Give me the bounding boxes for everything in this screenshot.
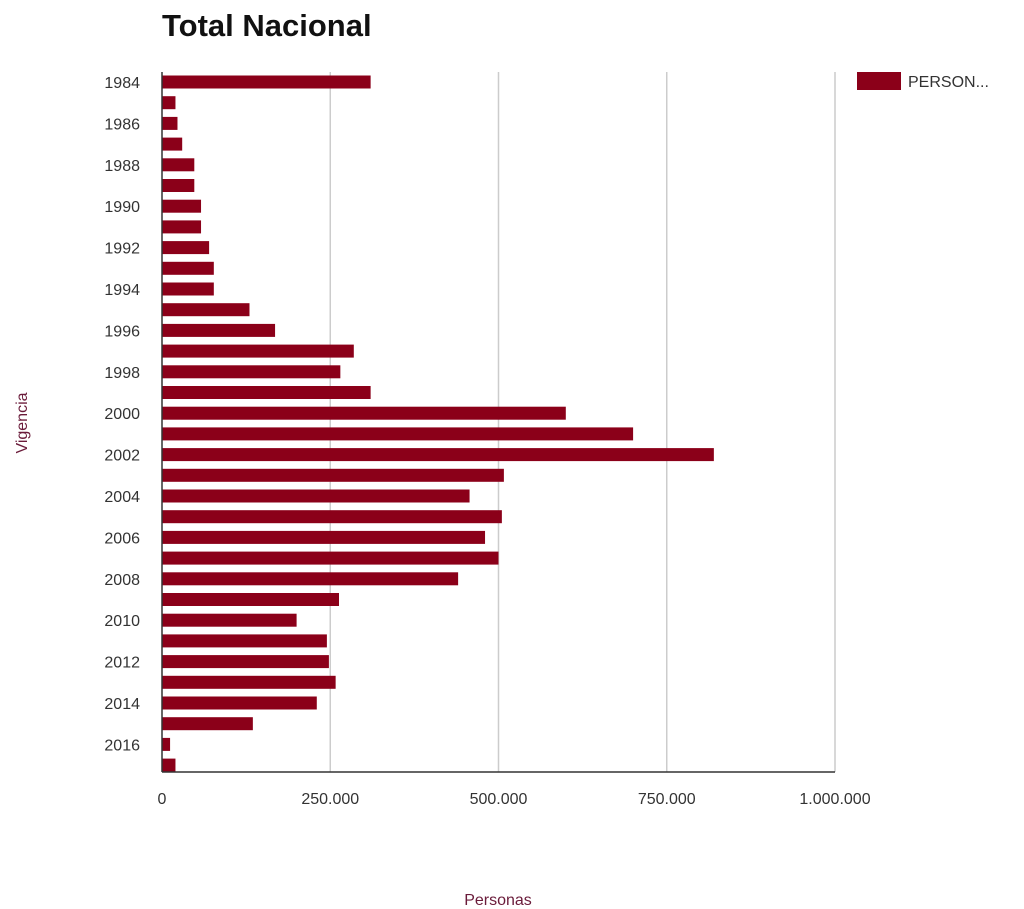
y-tick-label: 1998: [104, 365, 140, 382]
bar-1985[interactable]: [162, 96, 176, 110]
bar-2010[interactable]: [162, 613, 297, 627]
bar-2012[interactable]: [162, 655, 329, 669]
bar-2005[interactable]: [162, 510, 502, 524]
bar-1998[interactable]: [162, 365, 341, 379]
y-tick-label: 2016: [104, 737, 140, 754]
y-axis-title: Vigencia: [14, 392, 31, 453]
y-tick-labels: 1984 1986 1988 1990 1992 1994 1996 1998 2000 2002…: [104, 75, 140, 754]
bar-2002[interactable]: [162, 448, 714, 462]
bar-2013[interactable]: [162, 675, 336, 689]
bar-2003[interactable]: [162, 468, 504, 482]
bar-1989[interactable]: [162, 179, 195, 192]
y-tick-label: 1984: [104, 75, 140, 92]
y-tick-label: 1990: [104, 199, 140, 216]
bar-1984[interactable]: [162, 75, 371, 89]
bar-1986[interactable]: [162, 116, 178, 130]
x-tick-label: 0: [158, 791, 167, 808]
y-tick-label: 2006: [104, 530, 140, 547]
y-tick-label: 1986: [104, 116, 140, 133]
bar-2001[interactable]: [162, 427, 634, 441]
y-tick-label: 2004: [104, 489, 140, 506]
y-tick-label: 2002: [104, 448, 140, 465]
x-tick-labels: 0 250.000 500.000 750.000 1.000.000: [158, 791, 871, 808]
bar-2008[interactable]: [162, 572, 459, 586]
y-tick-label: 2010: [104, 613, 140, 630]
y-tick-label: 1988: [104, 158, 140, 175]
x-axis-title: Personas: [464, 892, 532, 909]
gridlines: [329, 72, 836, 772]
bar-2000[interactable]: [162, 406, 566, 420]
bar-1997[interactable]: [162, 344, 354, 358]
bar-2004[interactable]: [162, 489, 470, 503]
bar-1992[interactable]: [162, 241, 210, 255]
x-tick-label: 250.000: [301, 791, 359, 808]
bars: [162, 75, 714, 772]
chart-title: Total Nacional: [162, 8, 372, 43]
x-tick-label: 1.000.000: [799, 791, 870, 808]
bar-1995[interactable]: [162, 303, 250, 317]
x-tick-label: 500.000: [470, 791, 528, 808]
y-tick-label: 1996: [104, 323, 140, 340]
bar-2007[interactable]: [162, 551, 499, 565]
bar-1988[interactable]: [162, 158, 195, 172]
bar-2016[interactable]: [162, 737, 171, 751]
bar-2017[interactable]: [162, 758, 176, 772]
bar-1996[interactable]: [162, 323, 276, 337]
bar-1991[interactable]: [162, 220, 202, 234]
bar-1999[interactable]: [162, 386, 371, 399]
bar-1994[interactable]: [162, 282, 214, 296]
bar-2014[interactable]: [162, 696, 317, 710]
legend-label: PERSON...: [908, 74, 989, 91]
y-tick-label: 2014: [104, 696, 140, 713]
y-tick-label: 1994: [104, 282, 140, 299]
y-tick-label: 2008: [104, 572, 140, 589]
axes: [161, 72, 835, 773]
x-tick-label: 750.000: [638, 791, 696, 808]
bar-1990[interactable]: [162, 199, 202, 213]
y-tick-label: 1992: [104, 241, 140, 258]
legend-swatch: [857, 72, 901, 90]
bar-2009[interactable]: [162, 593, 339, 606]
bar-1987[interactable]: [162, 137, 183, 151]
y-tick-label: 2012: [104, 655, 140, 672]
y-tick-label: 2000: [104, 406, 140, 423]
bar-2011[interactable]: [162, 634, 327, 648]
legend[interactable]: PERSON...: [857, 72, 989, 91]
bar-2006[interactable]: [162, 530, 486, 544]
bar-2015[interactable]: [162, 717, 253, 731]
bar-1993[interactable]: [162, 261, 214, 275]
